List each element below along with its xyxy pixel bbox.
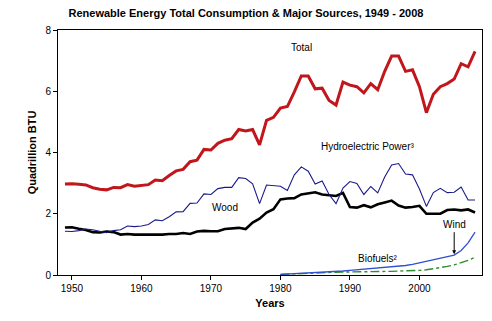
- svg-text:Biofuels²: Biofuels²: [358, 253, 398, 264]
- svg-text:Renewable Energy Total Consump: Renewable Energy Total Consumption & Maj…: [69, 7, 424, 19]
- svg-text:Years: Years: [255, 297, 284, 309]
- svg-text:4: 4: [45, 147, 51, 158]
- svg-text:2000: 2000: [408, 283, 431, 294]
- svg-text:Quadrillion BTU: Quadrillion BTU: [26, 111, 38, 195]
- svg-text:1960: 1960: [130, 283, 153, 294]
- svg-text:8: 8: [45, 25, 51, 36]
- svg-text:1950: 1950: [61, 283, 84, 294]
- svg-text:1980: 1980: [269, 283, 292, 294]
- svg-text:1990: 1990: [339, 283, 362, 294]
- svg-text:2: 2: [45, 208, 51, 219]
- svg-text:Hydroelectric Power³: Hydroelectric Power³: [321, 141, 414, 152]
- svg-text:6: 6: [45, 86, 51, 97]
- svg-text:0: 0: [45, 270, 51, 281]
- svg-text:Total: Total: [291, 42, 312, 53]
- svg-text:Wood: Wood: [212, 202, 238, 213]
- svg-text:1970: 1970: [200, 283, 223, 294]
- svg-text:Wind: Wind: [443, 219, 466, 230]
